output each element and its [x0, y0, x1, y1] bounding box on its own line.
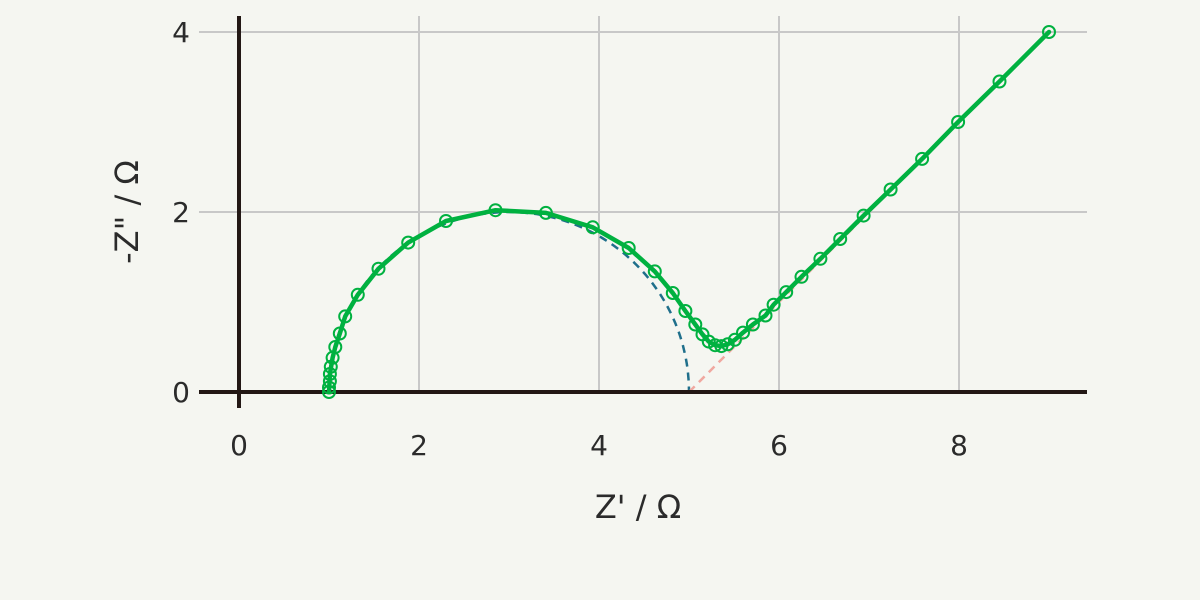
- data-point: [951, 115, 966, 129]
- y-axis-title: -Z" / Ω: [108, 160, 146, 264]
- data-point: [1042, 25, 1056, 39]
- x-axis-title: Z' / Ω: [595, 488, 681, 526]
- data-point: [745, 317, 760, 332]
- data-point: [794, 269, 809, 284]
- data-point: [678, 304, 693, 318]
- data-point: [883, 182, 898, 197]
- data-point: [665, 286, 680, 300]
- data-point: [915, 151, 930, 166]
- model-curve-line: [326, 29, 1052, 395]
- y-tick-label: 2: [172, 196, 190, 229]
- data-point: [813, 251, 828, 266]
- data-point: [856, 208, 871, 223]
- data-point: [779, 285, 794, 300]
- data-point: [371, 261, 386, 276]
- data-series: [322, 25, 1056, 399]
- x-tick-label: 6: [770, 429, 788, 462]
- y-tick-label: 4: [172, 16, 190, 49]
- data-point: [766, 297, 781, 312]
- data-point: [833, 232, 848, 246]
- y-tick-label: 0: [172, 376, 190, 409]
- x-tick-label: 2: [410, 429, 428, 462]
- data-point: [688, 317, 703, 332]
- data-point: [401, 235, 416, 250]
- tick-labels: 0 2 4 6 8 0 2 4: [172, 16, 968, 462]
- data-point: [992, 74, 1007, 89]
- semicircle-fit-curve: [327, 210, 691, 393]
- data-point: [736, 325, 750, 340]
- data-point: [758, 308, 773, 323]
- data-point: [621, 241, 636, 255]
- data-point: [350, 287, 365, 302]
- grid-lines: [199, 16, 1087, 392]
- data-point: [727, 332, 742, 347]
- data-point: [647, 264, 662, 279]
- x-tick-label: 4: [590, 429, 608, 462]
- axes: [199, 16, 1087, 408]
- x-tick-label: 8: [950, 429, 968, 462]
- x-tick-label: 0: [230, 429, 248, 462]
